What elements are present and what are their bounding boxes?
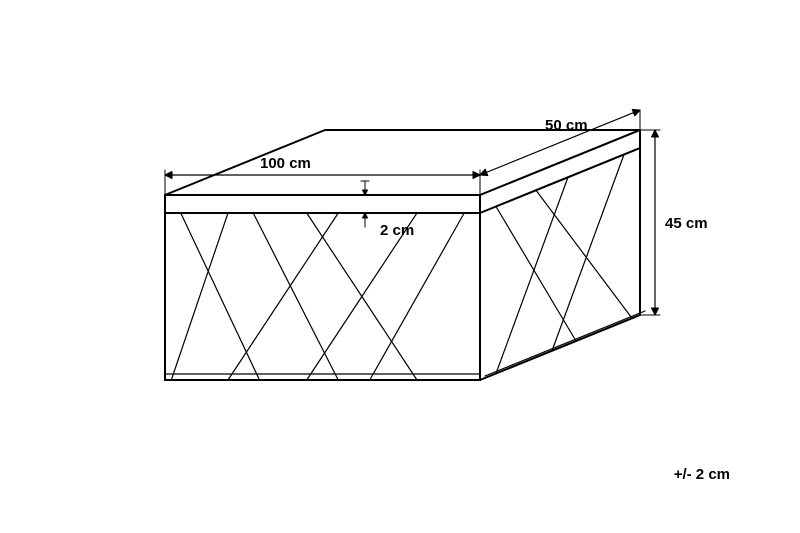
tolerance-note: +/- 2 cm	[674, 466, 730, 483]
slab-side-edge	[480, 148, 640, 213]
dim-length-label: 100 cm	[260, 155, 311, 172]
rail-side	[480, 315, 640, 380]
dim-height-label: 45 cm	[665, 215, 708, 232]
strut	[228, 213, 338, 380]
strut	[253, 213, 338, 380]
table-top	[165, 130, 640, 195]
dim-width-label: 50 cm	[545, 117, 588, 134]
strut	[496, 177, 568, 373]
dim-thickness-label: 2 cm	[380, 222, 414, 239]
strut	[552, 155, 624, 351]
